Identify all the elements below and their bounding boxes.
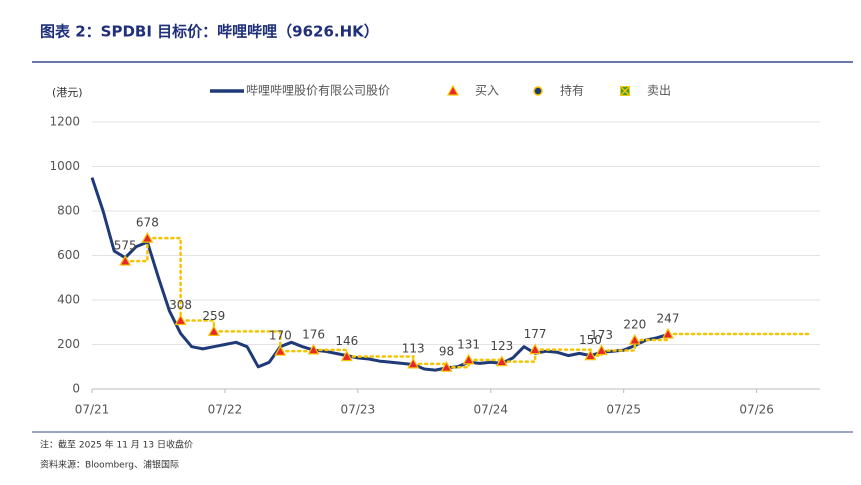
x-tick-label: 07/23 — [341, 403, 376, 417]
legend-label: 哔哩哔哩股价有限公司股价 — [246, 84, 390, 98]
data-label: 247 — [657, 312, 680, 326]
note: 注：截至 2025 年 11 月 13 日收盘价 — [40, 439, 193, 451]
chart-title: 图表 2：SPDBI 目标价：哔哩哔哩（9626.HK） — [40, 23, 379, 41]
data-label: 131 — [457, 337, 480, 351]
data-label: 146 — [335, 334, 358, 348]
buy-marker — [495, 355, 508, 367]
price-line — [90, 177, 669, 372]
data-label: 678 — [136, 216, 159, 230]
buy-marker — [174, 314, 187, 326]
data-label: 173 — [590, 328, 613, 342]
x-tick-label: 07/22 — [208, 403, 243, 417]
data-label: 176 — [302, 327, 325, 341]
y-tick-label: 400 — [57, 293, 80, 307]
y-tick-label: 600 — [57, 248, 80, 262]
buy-marker — [529, 343, 542, 355]
buy-marker — [141, 231, 154, 243]
buy-marker — [440, 360, 453, 372]
buy-marker — [407, 357, 420, 369]
y-tick-label: 1000 — [49, 159, 80, 173]
y-tick-label: 0 — [72, 382, 80, 396]
data-label: 259 — [202, 309, 225, 323]
data-label: 177 — [524, 327, 547, 341]
data-label: 308 — [169, 298, 192, 312]
buy-marker — [274, 344, 287, 356]
legend-label: 买入 — [475, 84, 499, 98]
data-label: 575 — [114, 239, 137, 253]
data-label: 150 — [579, 333, 602, 347]
buy-marker — [584, 349, 597, 361]
marker-cross — [620, 86, 630, 96]
data-label: 98 — [439, 345, 454, 359]
x-tick-label: 07/24 — [473, 403, 508, 417]
buy-marker — [595, 344, 608, 356]
buy-marker — [119, 254, 132, 266]
y-tick-label: 200 — [57, 337, 80, 351]
y-axis-label: (港元) — [52, 86, 83, 99]
y-tick-label: 800 — [57, 204, 80, 218]
buy-marker — [340, 350, 353, 362]
x-tick-label: 07/21 — [75, 403, 110, 417]
legend-swatch — [446, 84, 460, 96]
legend-label: 持有 — [560, 83, 584, 98]
buy-marker — [462, 353, 475, 365]
data-label: 113 — [402, 341, 425, 355]
data-label: 170 — [269, 329, 292, 343]
x-tick-label: 07/26 — [739, 403, 774, 417]
buy-marker — [207, 325, 220, 336]
y-tick-label: 1200 — [49, 115, 80, 129]
buy-marker — [307, 343, 320, 355]
buy-marker — [661, 327, 675, 339]
source: 资料来源：Bloomberg、浦银国际 — [40, 459, 179, 471]
data-label: 123 — [490, 339, 513, 353]
legend-swatch — [533, 86, 543, 96]
x-tick-label: 07/25 — [606, 403, 641, 417]
data-label: 220 — [623, 318, 646, 332]
legend-label: 卖出 — [647, 84, 671, 98]
buy-marker — [628, 333, 641, 345]
